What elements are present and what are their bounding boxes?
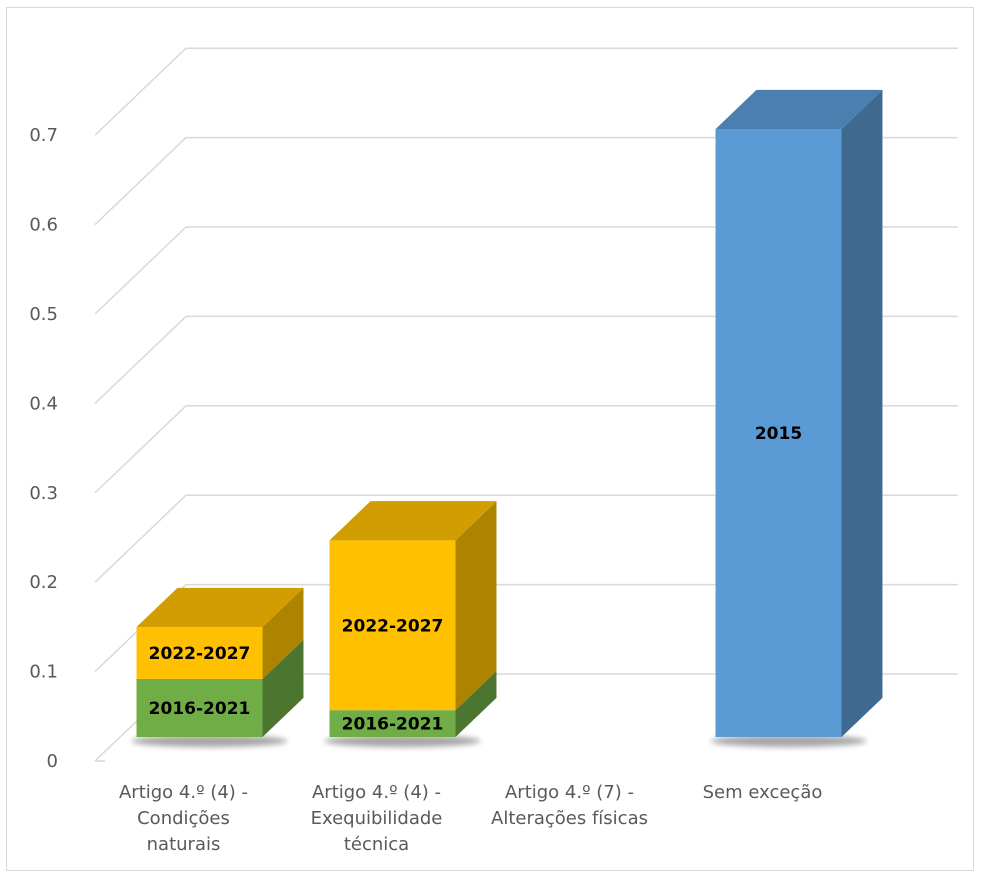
data-label-0-0: 2016-2021 xyxy=(149,699,251,719)
y-tick-label: 0.1 xyxy=(29,662,58,683)
bar-0-2022-2027-side xyxy=(262,587,304,679)
bars xyxy=(136,89,883,738)
y-tick-label: 0 xyxy=(47,751,58,772)
data-label-3-2: 2015 xyxy=(755,424,802,444)
bar-0-2016-2021-front xyxy=(136,678,263,737)
bar-1-2016-2021-front xyxy=(329,710,456,737)
y-tick-label: 0.4 xyxy=(29,393,58,414)
x-category-label: Artigo 4.º (4) -Exequibilidade técnica xyxy=(311,782,443,855)
bar-shadow-1 xyxy=(324,735,481,747)
bar-shadow-3 xyxy=(710,735,867,747)
y-tick-label: 0.6 xyxy=(29,215,58,236)
data-label-1-0: 2016-2021 xyxy=(342,715,444,735)
y-axis: 0 0.1 0.2 0.3 0.4 0.5 0.6 0.7 xyxy=(29,125,58,772)
bar-1-2022-2027-side xyxy=(455,501,497,711)
data-label-1-1: 2022-2027 xyxy=(342,616,444,636)
y-tick-label: 0.2 xyxy=(29,572,58,593)
bar-1-2016-2021-side xyxy=(455,671,497,737)
gridline-side-2 xyxy=(94,494,187,583)
y-tick-label: 0.5 xyxy=(29,304,58,325)
bar-shadows xyxy=(131,735,867,747)
bar-0-2022-2027-top xyxy=(136,587,304,628)
gridline-side-5 xyxy=(94,226,187,315)
bar-shadow-0 xyxy=(131,735,288,747)
y-tick-label: 0.3 xyxy=(29,483,58,504)
data-label-0-1: 2022-2027 xyxy=(149,644,251,664)
gridline-side-3 xyxy=(94,405,187,494)
bar-3-2015-top xyxy=(715,89,883,130)
bar-3-2015-side xyxy=(841,89,883,738)
x-category-label: Sem exceção xyxy=(703,782,823,803)
x-axis: Artigo 4.º (4) -Condições naturais Artigo … xyxy=(119,782,822,855)
y-tick-label: 0.7 xyxy=(29,125,58,146)
data-labels: 2016-2021 2022-2027 2016-2021 2022-2027 2015 xyxy=(149,424,803,735)
bar-0-2016-2021-side xyxy=(262,639,304,737)
x-category-label: Artigo 4.º (4) -Condições naturais xyxy=(119,782,248,855)
bar-1-2022-2027-front xyxy=(329,540,456,711)
bar-1-2022-2027-top xyxy=(329,501,497,541)
x-category-label: Artigo 4.º (7) -Alterações físicas xyxy=(491,782,648,829)
gridline-side-4 xyxy=(94,315,187,404)
bar-0-2022-2027-front xyxy=(136,627,263,679)
gridline-side-6 xyxy=(94,137,187,226)
bar-3-2015-front xyxy=(715,129,842,737)
gridline-side-7 xyxy=(94,47,187,136)
